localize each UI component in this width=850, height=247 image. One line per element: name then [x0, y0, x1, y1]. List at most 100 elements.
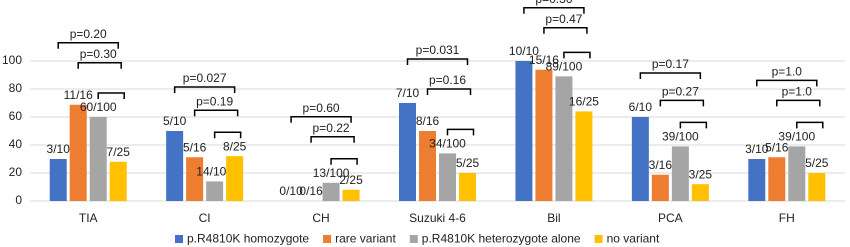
data-label: 34/100 — [429, 137, 466, 151]
bar — [631, 117, 649, 201]
p-value: p=0.60 — [303, 101, 340, 115]
bar — [186, 157, 204, 201]
bar — [439, 153, 456, 201]
bracket — [796, 121, 824, 129]
data-label: 2/25 — [339, 173, 363, 187]
bar — [808, 173, 826, 201]
bar — [322, 182, 340, 201]
bar — [671, 146, 689, 201]
bracket — [97, 92, 125, 99]
bar — [768, 157, 786, 201]
data-label: 13/100 — [313, 166, 350, 180]
p-value: p=0.47 — [545, 12, 582, 26]
p-value: p=1.0 — [782, 85, 813, 99]
data-label: 3/10 — [47, 142, 71, 156]
y-tick-label: 100 — [2, 53, 22, 67]
bar — [226, 156, 244, 201]
bar — [419, 131, 436, 201]
bar — [788, 146, 806, 201]
x-tick-label: TIA — [79, 211, 98, 225]
data-label: 5/10 — [163, 114, 187, 128]
p-value: p=0.031 — [416, 43, 460, 57]
legend-label: p.R4810K heterozygote alone — [422, 232, 581, 246]
legend-swatch — [594, 235, 603, 243]
bracket — [426, 88, 472, 95]
p-value: p=0.027 — [183, 71, 227, 85]
data-label: 39/100 — [662, 130, 699, 144]
y-tick-label: 80 — [9, 81, 23, 95]
bracket — [543, 27, 588, 34]
x-tick-label: CH — [312, 211, 329, 225]
data-label: 15/16 — [529, 53, 559, 67]
bar — [651, 174, 669, 201]
p-value: p=0.20 — [70, 27, 107, 41]
bracket — [756, 79, 818, 87]
p-value: p=0.19 — [196, 94, 233, 108]
p-value: p=0.36 — [535, 0, 572, 6]
bracket — [57, 42, 119, 49]
bar — [49, 159, 67, 201]
data-label: 6/10 — [629, 100, 653, 114]
data-label: 7/10 — [396, 86, 420, 100]
legend-label: p.R4810K homozygote — [187, 232, 309, 246]
legend-swatch — [323, 235, 332, 243]
bracket — [679, 121, 708, 129]
data-label: 3/25 — [689, 167, 713, 181]
bracket — [776, 99, 821, 107]
y-tick-label: 40 — [9, 137, 23, 151]
p-value: p=0.17 — [652, 57, 689, 71]
bar — [166, 131, 184, 201]
data-label: 16/25 — [569, 95, 599, 109]
bracket — [310, 136, 355, 143]
data-label: 14/100 — [196, 165, 233, 179]
bracket — [77, 62, 122, 69]
p-value: p=0.30 — [80, 47, 117, 61]
bracket — [213, 131, 242, 139]
data-label: 11/16 — [64, 88, 93, 102]
legend-swatch — [409, 235, 418, 243]
data-label: 8/16 — [416, 114, 440, 128]
bracket — [330, 158, 358, 165]
data-label: 5/25 — [805, 156, 829, 170]
bar — [69, 104, 87, 201]
data-label: 3/16 — [649, 158, 673, 172]
p-value: p=1.0 — [772, 65, 803, 79]
data-label: 8/25 — [223, 139, 247, 153]
data-label: 5/16 — [765, 140, 789, 154]
bar — [459, 173, 476, 201]
bar — [109, 161, 127, 201]
bracket — [193, 109, 239, 117]
data-label: 89/100 — [546, 60, 583, 74]
data-label: 39/100 — [778, 130, 815, 144]
data-label: 60/100 — [80, 100, 117, 114]
bar — [515, 61, 533, 201]
legend-label: rare variant — [335, 232, 396, 246]
bar — [399, 103, 416, 201]
x-tick-label: PCA — [658, 211, 683, 225]
x-tick-label: FH — [779, 211, 795, 225]
bracket — [290, 116, 352, 123]
bar — [575, 111, 593, 201]
bracket — [639, 72, 702, 79]
legend-swatch — [175, 235, 183, 243]
y-tick-label: 60 — [9, 109, 23, 123]
bracket — [563, 51, 591, 59]
bracket — [446, 128, 475, 136]
data-label: 10/10 — [509, 44, 539, 58]
legend-label: no variant — [607, 232, 660, 246]
bar — [691, 184, 709, 201]
bracket — [173, 86, 236, 93]
bar — [748, 159, 766, 201]
bar — [206, 181, 224, 201]
bracket — [523, 7, 585, 14]
y-tick-label: 0 — [15, 193, 22, 207]
bracket — [659, 99, 705, 107]
bar — [342, 189, 360, 201]
data-label: 3/10 — [745, 142, 769, 156]
x-tick-label: Suzuki 4-6 — [409, 211, 466, 225]
bar — [555, 76, 573, 201]
bar — [535, 69, 553, 201]
data-label: 7/25 — [107, 145, 131, 159]
data-label: 0/16 — [299, 184, 323, 198]
